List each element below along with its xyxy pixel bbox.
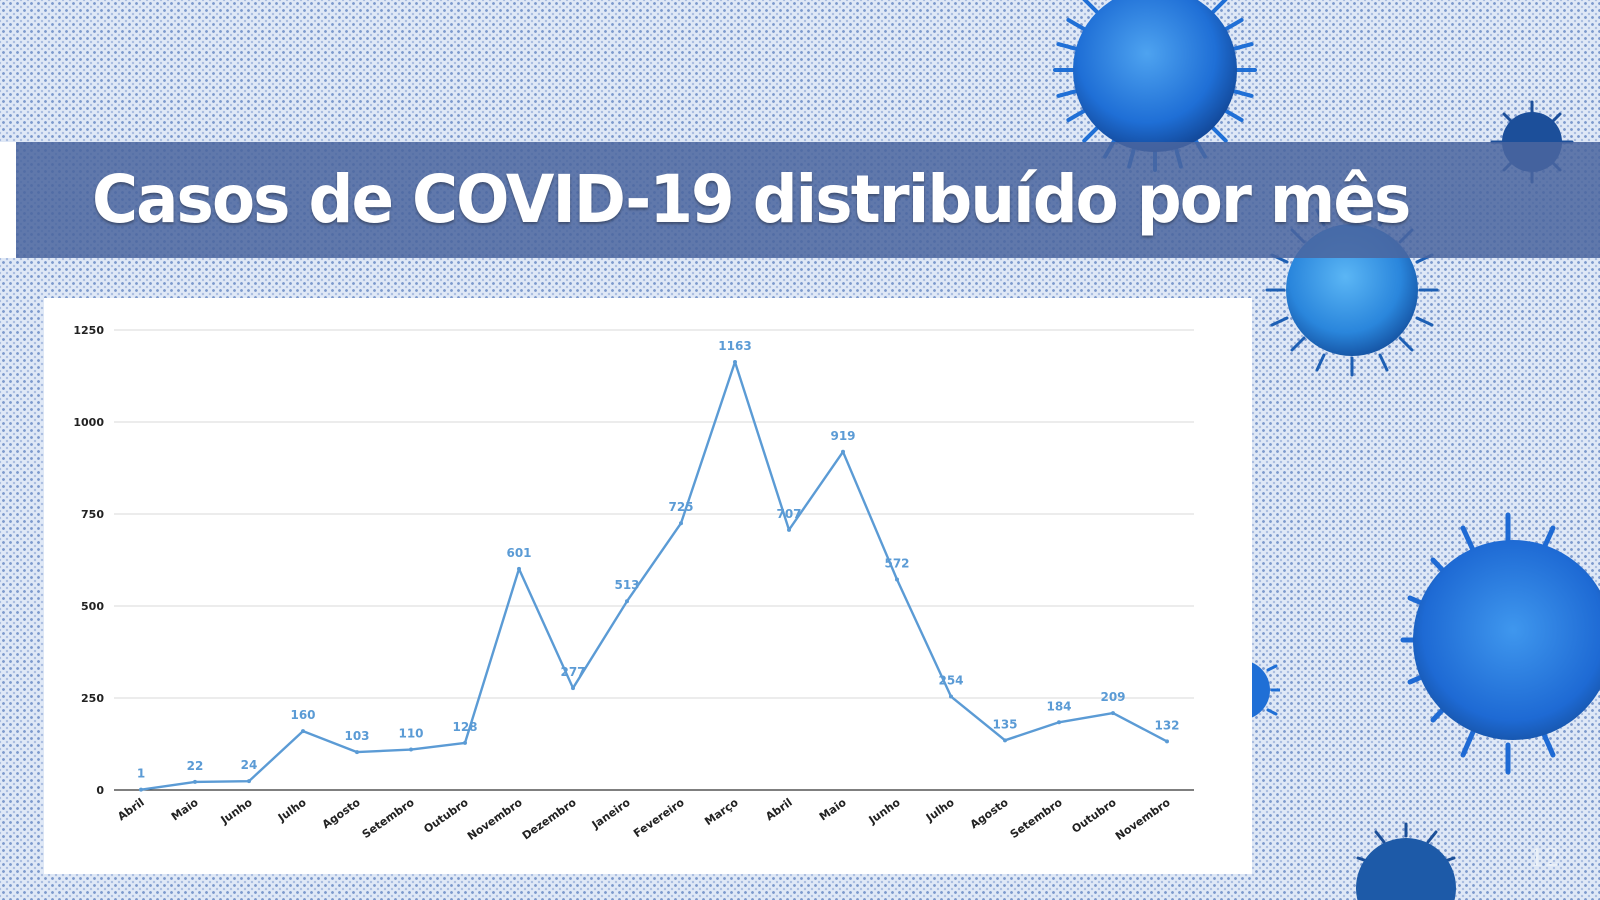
data-label: 1163 bbox=[718, 339, 751, 353]
data-point bbox=[733, 360, 737, 365]
data-label: 572 bbox=[884, 557, 909, 571]
series-line bbox=[140, 360, 1168, 791]
page-number: 12 bbox=[1529, 844, 1560, 872]
data-label: 110 bbox=[398, 727, 423, 741]
data-point bbox=[517, 566, 521, 571]
data-label: 128 bbox=[452, 720, 477, 734]
y-tick-label: 500 bbox=[81, 600, 104, 613]
title-band bbox=[16, 142, 1600, 258]
x-tick-label: Junho bbox=[218, 796, 255, 828]
x-tick-label: Agosto bbox=[320, 796, 363, 832]
data-label: 919 bbox=[830, 429, 855, 443]
data-point bbox=[1165, 739, 1169, 744]
x-tick-label: Janeiro bbox=[589, 796, 633, 832]
data-label: 135 bbox=[992, 717, 1017, 731]
data-point bbox=[355, 750, 359, 755]
x-tick-label: Fevereiro bbox=[631, 796, 687, 841]
slide-title: Casos de COVID-19 distribuído por mês bbox=[92, 161, 1411, 238]
x-tick-label: Dezembro bbox=[520, 796, 579, 843]
data-label: 22 bbox=[187, 759, 204, 773]
data-point bbox=[247, 779, 251, 784]
data-point bbox=[571, 686, 575, 691]
virus-icon bbox=[1356, 822, 1456, 900]
data-point bbox=[841, 449, 845, 454]
x-tick-label: Abril bbox=[763, 796, 795, 823]
x-tick-label: Novembro bbox=[1113, 796, 1173, 843]
line-chart: 0 250 500 750 1000 1250 Abril Maio Junho Julho Ag… bbox=[73, 324, 1194, 843]
data-point bbox=[193, 779, 197, 784]
x-tick-label: Julho bbox=[923, 796, 957, 825]
data-label: 254 bbox=[938, 674, 963, 688]
data-label: 277 bbox=[560, 665, 585, 679]
y-tick-label: 750 bbox=[81, 508, 104, 521]
data-point bbox=[679, 521, 683, 526]
data-label: 1 bbox=[137, 767, 145, 781]
title-band-notch bbox=[0, 142, 16, 258]
data-label: 725 bbox=[668, 500, 693, 514]
data-label: 132 bbox=[1154, 718, 1179, 732]
data-point bbox=[463, 740, 467, 745]
chart-panel: 0 250 500 750 1000 1250 Abril Maio Junho Julho Ag… bbox=[44, 298, 1252, 874]
data-label: 184 bbox=[1046, 699, 1071, 713]
data-point bbox=[625, 599, 629, 604]
data-label: 103 bbox=[344, 729, 369, 743]
y-tick-label: 0 bbox=[96, 784, 104, 797]
x-tick-label: Abril bbox=[115, 796, 147, 823]
data-point bbox=[787, 527, 791, 532]
data-point bbox=[409, 747, 413, 752]
data-label: 513 bbox=[614, 578, 639, 592]
data-point bbox=[1111, 711, 1115, 716]
data-point bbox=[1057, 720, 1061, 725]
y-tick-label: 250 bbox=[81, 692, 104, 705]
data-point bbox=[949, 694, 953, 699]
data-label: 707 bbox=[776, 507, 801, 521]
y-tick-label: 1000 bbox=[73, 416, 104, 429]
x-tick-label: Outubro bbox=[1069, 796, 1119, 836]
x-tick-label: Novembro bbox=[465, 796, 525, 843]
data-label: 209 bbox=[1100, 690, 1125, 704]
data-label: 24 bbox=[241, 758, 258, 772]
x-tick-label: Maio bbox=[817, 796, 849, 824]
x-tick-label: Outubro bbox=[421, 796, 471, 836]
virus-icon bbox=[1400, 512, 1600, 775]
x-tick-label: Junho bbox=[866, 796, 903, 828]
data-label: 601 bbox=[506, 546, 531, 560]
data-label: 160 bbox=[290, 708, 315, 722]
x-tick-label: Julho bbox=[275, 796, 309, 825]
data-point bbox=[139, 787, 143, 792]
x-tick-label: Setembro bbox=[1008, 796, 1065, 842]
x-tick-label: Setembro bbox=[360, 796, 417, 842]
data-point bbox=[895, 577, 899, 582]
data-point bbox=[1003, 738, 1007, 743]
x-tick-label: Março bbox=[702, 796, 741, 829]
x-tick-label: Agosto bbox=[968, 796, 1011, 832]
y-tick-label: 1250 bbox=[73, 324, 104, 337]
data-point bbox=[301, 729, 305, 734]
x-tick-label: Maio bbox=[169, 796, 201, 824]
